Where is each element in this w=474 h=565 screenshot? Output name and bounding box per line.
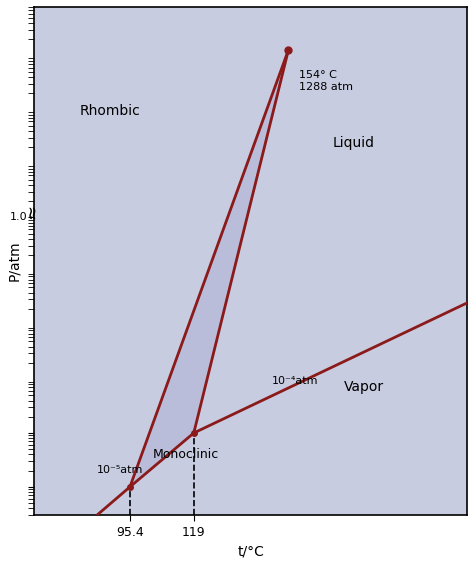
Polygon shape [194, 50, 467, 433]
Text: 10⁻⁴atm: 10⁻⁴atm [272, 376, 319, 386]
Y-axis label: P/atm: P/atm [7, 241, 21, 281]
Text: Liquid: Liquid [332, 136, 374, 150]
X-axis label: t/°C: t/°C [237, 544, 264, 558]
Text: Monoclinic: Monoclinic [153, 448, 219, 461]
Text: 10⁻⁵atm: 10⁻⁵atm [96, 465, 143, 475]
Text: ≈: ≈ [24, 203, 42, 219]
Text: 1.0: 1.0 [10, 212, 27, 223]
Polygon shape [130, 50, 289, 487]
Text: Rhombic: Rhombic [80, 104, 140, 118]
Text: Vapor: Vapor [344, 380, 384, 394]
Polygon shape [34, 7, 289, 524]
Text: 154° C
1288 atm: 154° C 1288 atm [299, 70, 353, 92]
